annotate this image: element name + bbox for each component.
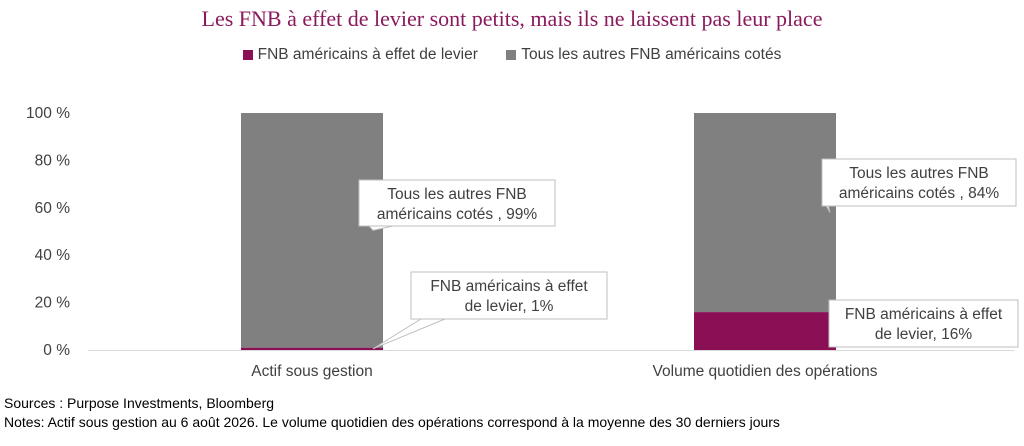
data-label: de levier, 1% (465, 298, 554, 315)
callout-box (410, 271, 608, 320)
bar-segment (241, 113, 383, 348)
chart-legend: FNB américains à effet de levier Tous le… (0, 46, 1024, 65)
y-tick-label: 80 % (35, 152, 71, 169)
chart-title: Les FNB à effet de levier sont petits, m… (201, 6, 823, 31)
data-label: Tous les autres FNB (387, 186, 527, 203)
data-label: FNB américains à effet (845, 306, 1003, 323)
data-label: américains cotés , 99% (377, 206, 537, 223)
legend-item-others: Tous les autres FNB américains cotés (506, 46, 781, 64)
x-category-label: Actif sous gestion (251, 363, 372, 380)
data-label: de levier, 16% (875, 326, 973, 343)
legend-swatch-others (506, 50, 517, 60)
y-tick-label: 0 % (43, 342, 70, 359)
legend-label-leveraged: FNB américains à effet de levier (257, 46, 478, 63)
y-tick-label: 100 % (26, 105, 70, 122)
data-label: Tous les autres FNB (849, 165, 989, 182)
sources-text: Sources : Purpose Investments, Bloomberg (4, 395, 275, 411)
legend-label-others: Tous les autres FNB américains cotés (521, 46, 782, 63)
bar-segment (241, 347, 383, 350)
legend-swatch-leveraged (242, 50, 253, 60)
bar-segment (694, 113, 836, 313)
x-category-label: Volume quotidien des opérations (653, 363, 878, 380)
y-tick-label: 60 % (35, 200, 71, 217)
data-label: américains cotés , 84% (839, 185, 999, 202)
data-label: FNB américains à effet (430, 278, 588, 295)
callout-box (828, 299, 1019, 348)
bar-segment (694, 312, 836, 350)
notes-text: Notes: Actif sous gestion au 6 août 2026… (4, 414, 780, 430)
y-tick-label: 20 % (35, 295, 71, 312)
y-tick-label: 40 % (35, 247, 71, 264)
callout-box (821, 158, 1017, 207)
legend-item-leveraged: FNB américains à effet de levier (242, 46, 478, 64)
footnotes: Sources : Purpose Investments, Bloomberg… (4, 394, 780, 432)
callout-pointer (372, 318, 446, 350)
callout-box (358, 179, 556, 227)
